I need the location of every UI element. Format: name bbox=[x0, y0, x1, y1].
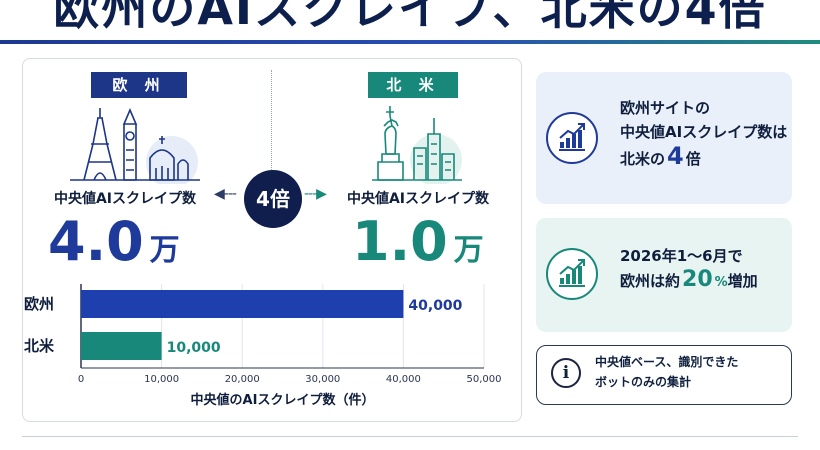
europe-skyline bbox=[70, 107, 200, 184]
card2-growth-number: 20 bbox=[682, 267, 713, 292]
north-america-value-number: 1.0 bbox=[352, 210, 448, 273]
left-arrow-icon: ◀‑‑‑ bbox=[214, 186, 237, 202]
bar-europe bbox=[81, 290, 404, 318]
growth-summary-card: 2026年1～6月で 欧州は約20 %増加 bbox=[536, 218, 792, 332]
north-america-skyline bbox=[372, 106, 462, 184]
note-line1: 中央値ベース、識別できた bbox=[595, 355, 739, 369]
data-label: 40,000 bbox=[408, 298, 462, 314]
card2-line1: 2026年1～6月で bbox=[620, 247, 743, 265]
growth-summary-text: 2026年1～6月で 欧州は約20 %増加 bbox=[620, 244, 758, 295]
north-america-value-unit: 万 bbox=[453, 233, 484, 268]
x-tick-label: 20,000 bbox=[225, 374, 260, 385]
card1-line3-post: 倍 bbox=[685, 150, 701, 168]
x-tick-label: 10,000 bbox=[144, 374, 179, 385]
footer-rule bbox=[22, 436, 798, 437]
europe-tag: 欧 州 bbox=[91, 72, 187, 98]
data-label: 10,000 bbox=[167, 340, 221, 356]
card2-line2-post: 増加 bbox=[727, 272, 758, 290]
europe-metric-label: 中央値AIスクレイプ数 bbox=[53, 191, 197, 207]
title-underline bbox=[0, 40, 820, 44]
europe-value-number: 4.0 bbox=[48, 210, 144, 273]
x-tick-label: 30,000 bbox=[305, 374, 340, 385]
ratio-badge: 4倍 bbox=[244, 170, 302, 228]
x-tick-label: 50,000 bbox=[467, 374, 502, 385]
ratio-summary-text: 欧州サイトの 中央値AIスクレイプ数は 北米の4 倍 bbox=[620, 96, 787, 171]
north-america-tag: 北 米 bbox=[368, 72, 458, 98]
north-america-metric-value: 1.0 万 bbox=[352, 212, 484, 281]
big-ben-icon bbox=[122, 107, 138, 181]
card1-line3: 北米の4 倍 bbox=[620, 144, 787, 171]
bar-north-america bbox=[81, 332, 162, 360]
growth-chart-icon bbox=[546, 112, 598, 164]
methodology-note-card: i 中央値ベース、識別できた ボットのみの集計 bbox=[536, 345, 792, 405]
card1-line1: 欧州サイトの bbox=[620, 99, 711, 117]
bar-chart: 欧州 40,000 北米 10,000 0 10,000 20,000 30,000 40,00… bbox=[24, 284, 502, 408]
note-line2: ボットのみの集計 bbox=[595, 375, 692, 389]
statue-of-liberty-icon bbox=[377, 106, 404, 181]
card1-ratio-number: 4 bbox=[667, 142, 684, 170]
card1-line3-pre: 北米の bbox=[620, 150, 666, 168]
region-divider bbox=[271, 70, 272, 222]
category-label: 北米 bbox=[24, 337, 55, 355]
category-label: 欧州 bbox=[24, 295, 54, 313]
europe-metric-value: 4.0 万 bbox=[48, 212, 180, 281]
methodology-note-text: 中央値ベース、識別できた ボットのみの集計 bbox=[595, 352, 738, 392]
comparison-panel bbox=[22, 58, 522, 422]
info-icon: i bbox=[551, 358, 581, 388]
x-tick-label: 0 bbox=[78, 374, 84, 385]
eiffel-tower-icon bbox=[83, 108, 117, 181]
card2-line2-pre: 欧州は約 bbox=[620, 272, 681, 290]
card2-growth-unit: % bbox=[714, 275, 728, 290]
card1-line2: 中央値AIスクレイプ数は bbox=[620, 123, 788, 141]
growth-chart-icon bbox=[546, 248, 598, 300]
europe-value-unit: 万 bbox=[149, 233, 180, 268]
x-tick-label: 40,000 bbox=[386, 374, 421, 385]
right-arrow-icon: ‑‑‑▶ bbox=[304, 186, 327, 202]
card2-line2: 欧州は約20 %増加 bbox=[620, 268, 758, 295]
x-axis-title: 中央値のAIスクレイプ数（件） bbox=[191, 392, 375, 408]
page-title: 欧州のAIスクレイプ、北米の4倍 bbox=[53, 0, 767, 35]
north-america-metric-label: 中央値AIスクレイプ数 bbox=[346, 191, 490, 207]
ratio-summary-card: 欧州サイトの 中央値AIスクレイプ数は 北米の4 倍 bbox=[536, 72, 792, 204]
cathedral-icon bbox=[149, 136, 189, 181]
skyscrapers-icon bbox=[413, 118, 455, 180]
